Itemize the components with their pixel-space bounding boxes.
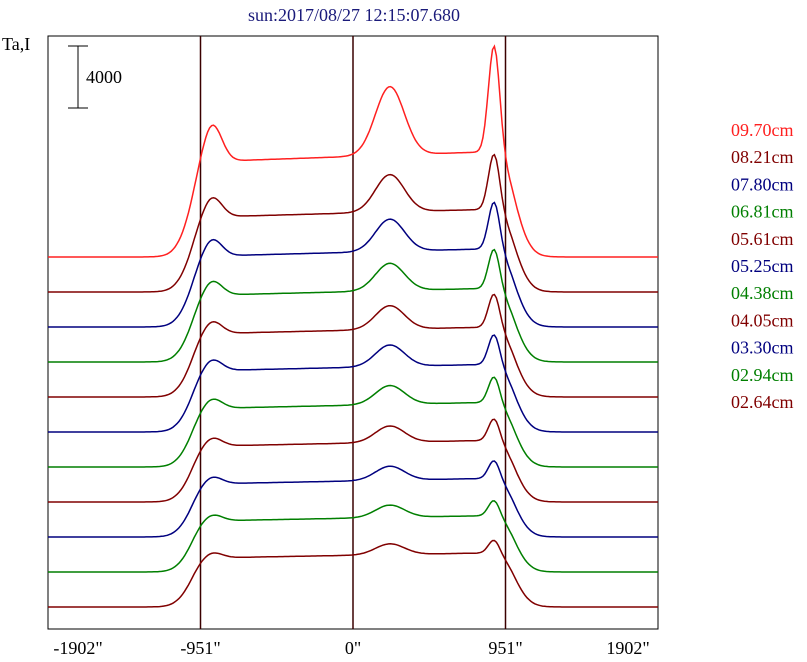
trace-02-64cm [48,539,658,608]
trace-06-81cm [48,248,658,363]
trace-07-80cm [48,201,658,328]
y-axis-label: Ta,I [2,34,30,54]
trace-04-05cm [48,418,658,503]
trace-02-94cm [48,500,658,573]
x-tick-label: 951" [488,638,522,658]
legend-entry: 06.81cm [731,202,794,222]
legend-entry: 08.21cm [731,147,794,167]
x-tick-label: 1902" [606,638,649,658]
trace-04-38cm [48,376,658,468]
legend-entry: 09.70cm [731,120,794,140]
legend-entry: 05.25cm [731,256,794,276]
trace-03-30cm [48,460,658,538]
spectral-traces [48,44,658,608]
trace-05-25cm [48,334,658,433]
legend-entry: 02.64cm [731,392,794,412]
scale-bar-label: 4000 [86,67,122,87]
trace-08-21cm [48,153,658,293]
legend-entry: 02.94cm [731,365,794,385]
legend-entry: 05.61cm [731,229,794,249]
legend-entry: 07.80cm [731,174,794,194]
legend-entry: 03.30cm [731,338,794,358]
legend-entry: 04.38cm [731,283,794,303]
trace-09-70cm [48,44,658,258]
x-tick-label: 0" [345,638,361,658]
x-tick-labels: -1902" -951" 0" 951" 1902" [53,638,649,658]
chart-title: sun:2017/08/27 12:15:07.680 [248,5,460,25]
legend: 09.70cm 08.21cm 07.80cm 06.81cm 05.61cm 05.25… [731,120,794,412]
x-tick-label: -1902" [53,638,102,658]
trace-05-61cm [48,293,658,398]
x-tick-label: -951" [180,638,220,658]
legend-entry: 04.05cm [731,310,794,330]
scale-bar: 4000 [68,45,122,109]
